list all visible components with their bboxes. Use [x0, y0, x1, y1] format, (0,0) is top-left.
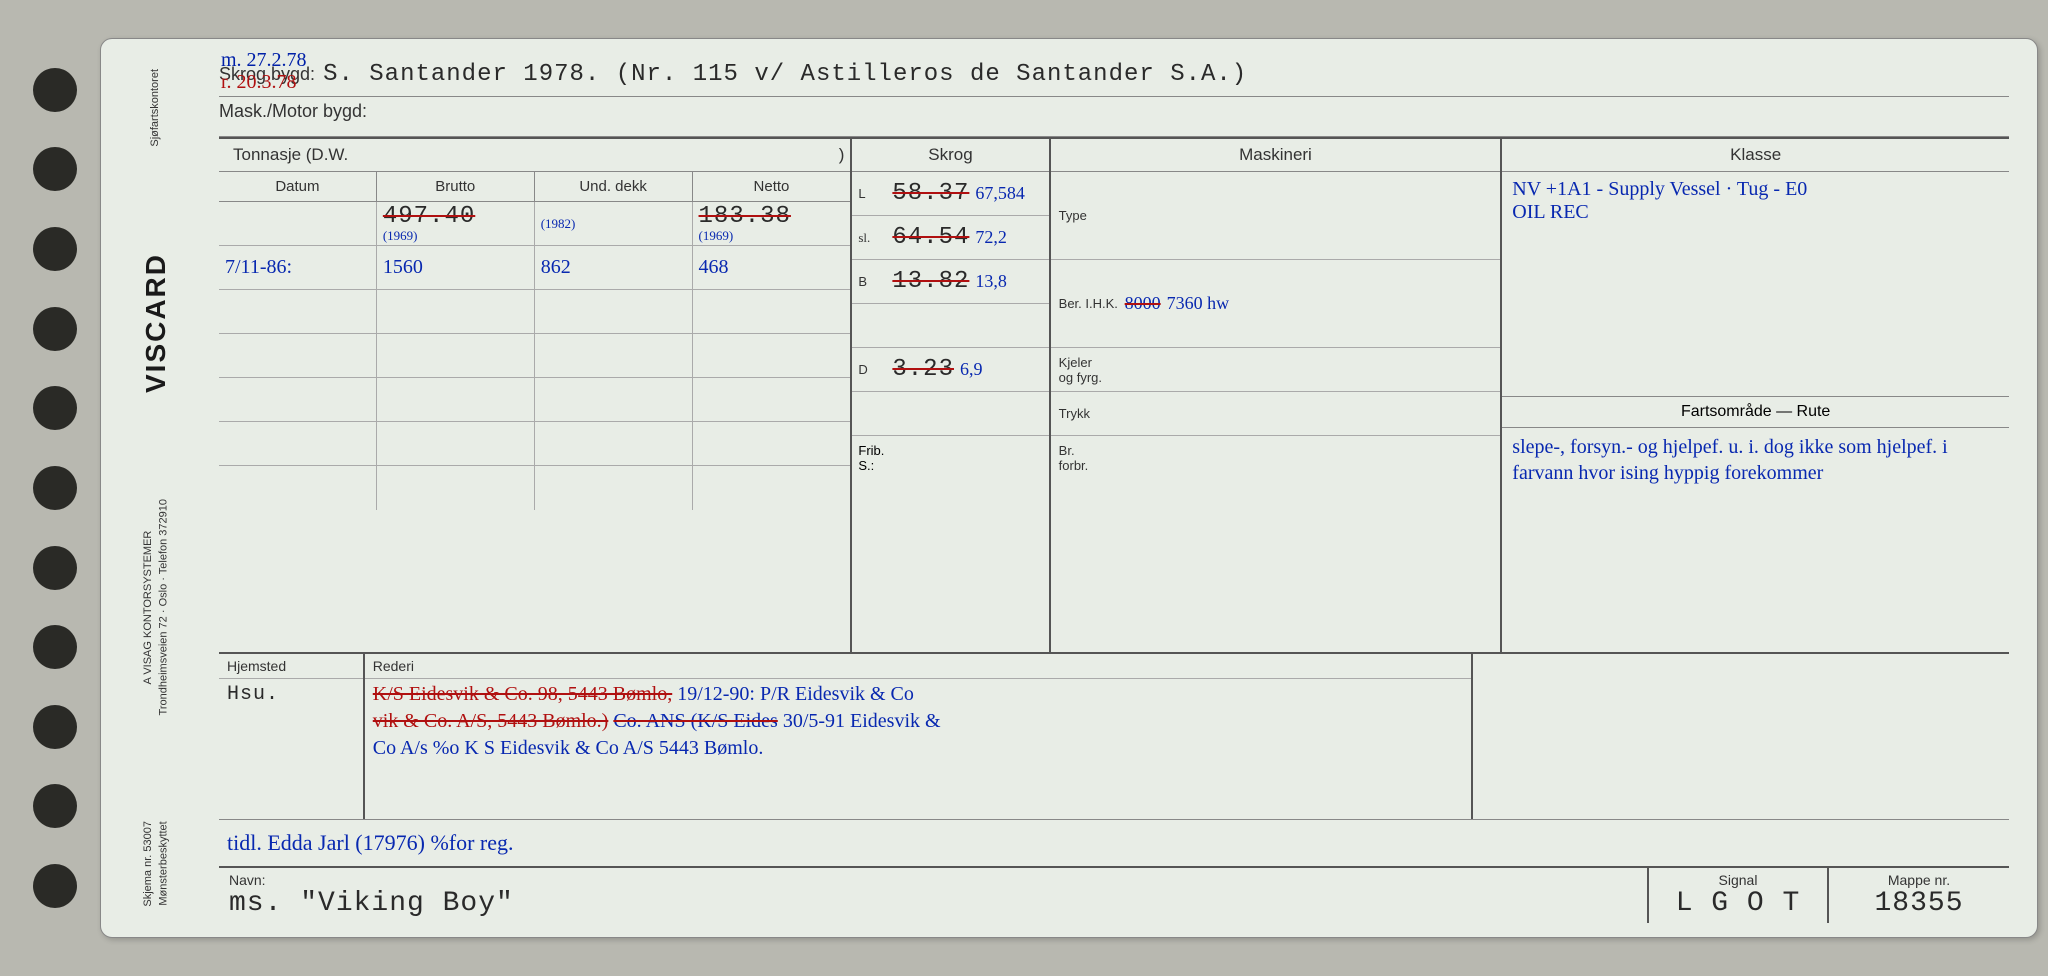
- hjemsted-value: Hsu.: [219, 679, 363, 819]
- tonnasje-row-1: 497.40 (1969) (1982) 183.38 (1969): [219, 202, 850, 246]
- r1-netto: 183.38 (1969): [693, 202, 851, 245]
- mask-br: Br. forbr.: [1051, 436, 1501, 480]
- tonnasje-subheaders: Datum Brutto Und. dekk Netto: [219, 172, 850, 202]
- main-grid: Tonnasje (D.W. ) Datum Brutto Und. dekk …: [219, 137, 2009, 652]
- rederi-col: Rederi K/S Eidesvik & Co. 98, 5443 Bømlo…: [365, 654, 1473, 819]
- punch-hole: [33, 705, 77, 749]
- tonnasje-row-2: 7/11-86: 1560 862 468: [219, 246, 850, 290]
- navn-cell: Navn: ms. "Viking Boy": [219, 868, 1649, 923]
- skrog-empty2: [852, 392, 1048, 436]
- klasse-header: Klasse: [1502, 139, 2009, 172]
- punch-hole: [33, 625, 77, 669]
- mask-trykk: Trykk: [1051, 392, 1501, 436]
- skrog-sl: sl. 64.54 72,2: [852, 216, 1048, 260]
- side-imprint: Sjøfartskontoret VISCARD A VISAG KONTORS…: [101, 39, 211, 937]
- signal-label: Signal: [1659, 872, 1817, 888]
- col-maskineri: Maskineri Type Ber. I.H.K. 8000 7360 hw …: [1051, 139, 1503, 652]
- r2-und: 862: [535, 246, 693, 289]
- side-bot: Skjema nr. 53007 Mønsterbeskyttet: [141, 821, 172, 907]
- bottom-row: Navn: ms. "Viking Boy" Signal L G O T Ma…: [219, 866, 2009, 923]
- r2-netto: 468: [693, 246, 851, 289]
- skrog-D: D 3.23 6,9: [852, 348, 1048, 392]
- punch-hole: [33, 307, 77, 351]
- navn-value: ms. "Viking Boy": [229, 888, 1637, 919]
- rederi-body: K/S Eidesvik & Co. 98, 5443 Bømlo, 19/12…: [365, 679, 1471, 819]
- r1-brutto: 497.40 (1969): [377, 202, 535, 245]
- main-content: Skrog bygd: S. Santander 1978. (Nr. 115 …: [211, 39, 2037, 937]
- r2-brutto: 1560: [377, 246, 535, 289]
- mask-ber: Ber. I.H.K. 8000 7360 hw: [1051, 260, 1501, 348]
- col-klasse: Klasse NV +1A1 - Supply Vessel · Tug - E…: [1502, 139, 2009, 652]
- side-top: Sjøfartskontoret: [148, 69, 163, 147]
- card-wrapper: m. 27.2.78 r. 20.3.78 Sjøfartskontoret V…: [10, 10, 2038, 966]
- sub-brutto: Brutto: [377, 172, 535, 201]
- skrog-L: L 58.37 67,584: [852, 172, 1048, 216]
- mid-right-col: [1473, 654, 2009, 819]
- note-line2: r. 20.3.78: [221, 71, 307, 93]
- tonnasje-row-4: [219, 334, 850, 378]
- mid-section: Hjemsted Hsu. Rederi K/S Eidesvik & Co. …: [219, 652, 2009, 819]
- sub-datum: Datum: [219, 172, 377, 201]
- navn-label: Navn:: [229, 872, 1637, 888]
- r2-datum: 7/11-86:: [219, 246, 377, 289]
- mask-type: Type: [1051, 172, 1501, 260]
- skrog-bygd-row: Skrog bygd: S. Santander 1978. (Nr. 115 …: [219, 57, 2009, 97]
- farts-body: slepe-, forsyn.- og hjelpef. u. i. dog i…: [1502, 428, 2009, 652]
- rederi-label: Rederi: [365, 654, 1471, 679]
- note-line1: m. 27.2.78: [221, 49, 307, 71]
- klasse-body: NV +1A1 - Supply Vessel · Tug - E0 OIL R…: [1502, 172, 2009, 396]
- punch-strip: [10, 10, 100, 966]
- tonnasje-row-5: [219, 378, 850, 422]
- punch-hole: [33, 546, 77, 590]
- maskineri-header: Maskineri: [1051, 139, 1501, 172]
- mask-kjeler: Kjeler og fyrg.: [1051, 348, 1501, 392]
- signal-cell: Signal L G O T: [1649, 868, 1829, 923]
- punch-hole: [33, 147, 77, 191]
- skrog-header: Skrog: [852, 139, 1048, 172]
- skrog-empty: [852, 304, 1048, 348]
- tonnasje-header: Tonnasje (D.W. ): [219, 139, 850, 172]
- tonnasje-row-6: [219, 422, 850, 466]
- mappe-cell: Mappe nr. 18355: [1829, 868, 2009, 923]
- tonnasje-data: 497.40 (1969) (1982) 183.38 (1969): [219, 202, 850, 652]
- hjemsted-col: Hjemsted Hsu.: [219, 654, 365, 819]
- mid-right-body: [1473, 654, 2009, 794]
- signal-value: L G O T: [1659, 888, 1817, 919]
- col-skrog: Skrog L 58.37 67,584 sl. 64.54 72,2 B 13…: [852, 139, 1050, 652]
- previous-name-row: tidl. Edda Jarl (17976) %for reg.: [219, 819, 2009, 866]
- skrog-frib: Frib. S.:: [852, 436, 1048, 480]
- sub-und-dekk: Und. dekk: [535, 172, 693, 201]
- punch-hole: [33, 864, 77, 908]
- tonnasje-row-3: [219, 290, 850, 334]
- sub-netto: Netto: [693, 172, 851, 201]
- tonnasje-row-7: [219, 466, 850, 510]
- farts-header: Fartsområde — Rute: [1502, 396, 2009, 428]
- side-brand: VISCARD: [140, 253, 172, 393]
- index-card: m. 27.2.78 r. 20.3.78 Sjøfartskontoret V…: [100, 38, 2038, 938]
- r1-datum: [219, 202, 377, 245]
- punch-hole: [33, 68, 77, 112]
- mappe-value: 18355: [1839, 888, 1999, 919]
- punch-hole: [33, 466, 77, 510]
- side-mid: A VISAG KONTORSYSTEMER Trondheimsveien 7…: [141, 499, 172, 715]
- hjemsted-label: Hjemsted: [219, 654, 363, 679]
- skrog-bygd-value: S. Santander 1978. (Nr. 115 v/ Astillero…: [323, 61, 1247, 88]
- top-handwritten-notes: m. 27.2.78 r. 20.3.78: [221, 49, 307, 93]
- punch-hole: [33, 784, 77, 828]
- col-tonnasje: Tonnasje (D.W. ) Datum Brutto Und. dekk …: [219, 139, 852, 652]
- mask-bygd-label: Mask./Motor bygd:: [219, 101, 367, 122]
- r1-und: (1982): [535, 202, 693, 245]
- punch-hole: [33, 386, 77, 430]
- mask-bygd-row: Mask./Motor bygd:: [219, 97, 2009, 137]
- skrog-B: B 13.82 13,8: [852, 260, 1048, 304]
- mappe-label: Mappe nr.: [1839, 872, 1999, 888]
- punch-hole: [33, 227, 77, 271]
